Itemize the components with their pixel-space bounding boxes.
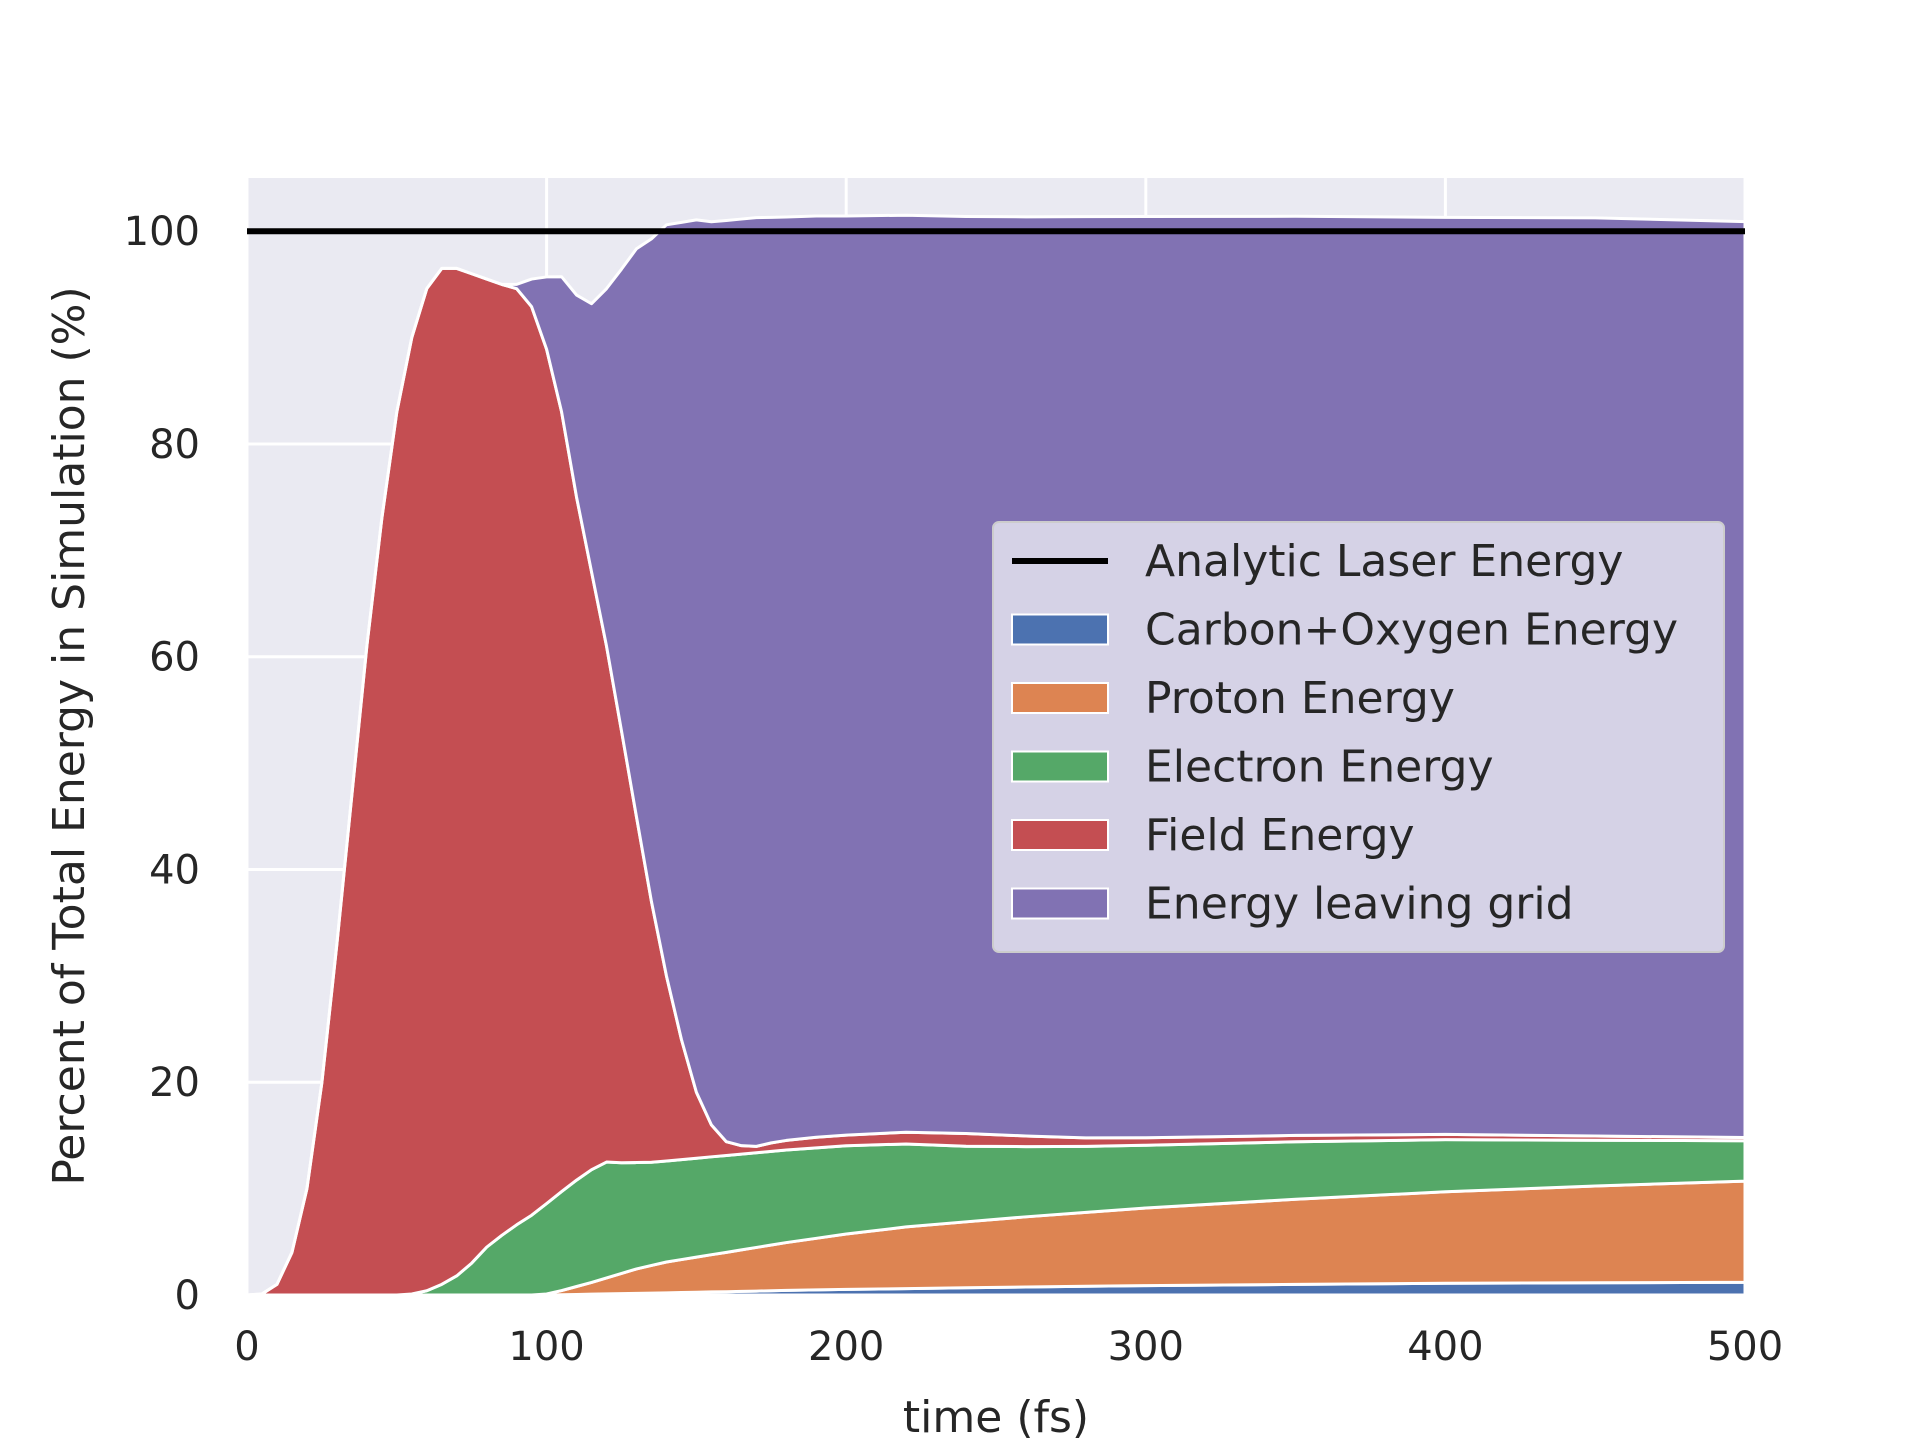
legend-label-carbon-oxygen-energy: Carbon+Oxygen Energy xyxy=(1145,605,1678,656)
legend-box xyxy=(992,521,1725,953)
x-tick-label-200: 200 xyxy=(808,1324,884,1370)
legend-label-energy-leaving-grid: Energy leaving grid xyxy=(1145,879,1574,930)
y-tick-label-80: 80 xyxy=(149,422,200,468)
legend-label-analytic-laser-energy: Analytic Laser Energy xyxy=(1145,536,1623,587)
legend-label-field-energy: Field Energy xyxy=(1145,810,1415,861)
legend-swatch-electron-energy xyxy=(1011,750,1109,783)
legend-swatch-proton-energy xyxy=(1011,682,1109,714)
x-tick-label-100: 100 xyxy=(508,1324,584,1370)
legend-label-electron-energy: Electron Energy xyxy=(1145,742,1494,793)
legend-swatch-carbon-oxygen-energy xyxy=(1011,613,1109,646)
y-tick-label-100: 100 xyxy=(124,209,200,255)
y-tick-label-40: 40 xyxy=(149,847,200,893)
legend-swatch-energy-leaving-grid xyxy=(1011,887,1109,920)
x-tick-label-500: 500 xyxy=(1707,1324,1783,1370)
legend-label-proton-energy: Proton Energy xyxy=(1145,673,1455,724)
y-tick-label-60: 60 xyxy=(149,635,200,681)
x-tick-label-0: 0 xyxy=(234,1324,259,1370)
x-tick-label-400: 400 xyxy=(1407,1324,1483,1370)
legend: Analytic Laser Energy Carbon+Oxygen Energ… xyxy=(992,521,1725,953)
x-axis-label: time (fs) xyxy=(903,1392,1089,1440)
tick-labels: 0 100 200 300 400 500 0 20 40 60 80 100 xyxy=(124,209,1784,1370)
legend-swatch-field-energy xyxy=(1011,819,1109,851)
x-tick-label-300: 300 xyxy=(1108,1324,1184,1370)
y-axis-label: Percent of Total Energy in Simulation (%… xyxy=(44,286,95,1185)
y-tick-label-0: 0 xyxy=(175,1273,200,1319)
y-tick-label-20: 20 xyxy=(149,1060,200,1106)
